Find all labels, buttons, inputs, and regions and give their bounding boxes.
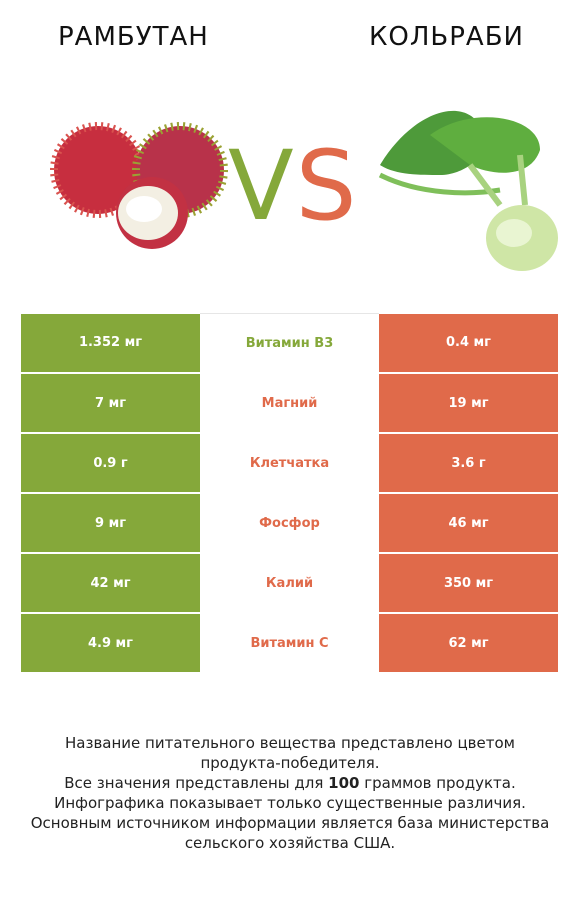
table-row: 42 мг Калий 350 мг: [21, 552, 558, 614]
nutrient-name: Калий: [200, 552, 379, 614]
left-value: 9 мг: [21, 493, 200, 554]
footer-line: Основным источником информации является …: [30, 814, 550, 832]
right-value: 62 мг: [379, 613, 558, 674]
left-product-title: РАМБУТАН: [58, 22, 209, 52]
footer-line: Инфографика показывает только существенн…: [54, 794, 526, 812]
rambutan-image: [50, 122, 228, 249]
footer-line: сельского хозяйства США.: [184, 834, 396, 852]
hero-illustration: [50, 110, 558, 271]
comparison-table: 1.352 мг Витамин B3 0.4 мг 7 мг Магний 19 мг 0…: [21, 313, 558, 674]
nutrient-name: Клетчатка: [200, 432, 379, 494]
kohlrabi-image: [378, 110, 558, 271]
nutrient-name: Магний: [200, 372, 379, 434]
table-row: 9 мг Фосфор 46 мг: [21, 492, 558, 554]
table-row: 7 мг Магний 19 мг: [21, 372, 558, 434]
table-row: 4.9 мг Витамин C 62 мг: [21, 612, 558, 674]
right-value: 19 мг: [379, 373, 558, 434]
versus-label: VS: [228, 130, 359, 242]
footer-notes: Название питательного вещества представл…: [0, 733, 580, 853]
nutrient-name: Фосфор: [200, 492, 379, 554]
nutrient-name: Витамин B3: [200, 313, 379, 374]
footer-line: Все значения представлены для 100 граммо…: [64, 774, 516, 792]
left-value: 7 мг: [21, 373, 200, 434]
table-row: 0.9 г Клетчатка 3.6 г: [21, 432, 558, 494]
left-value: 4.9 мг: [21, 613, 200, 674]
footer-line: Название питательного вещества представл…: [65, 734, 515, 752]
right-value: 3.6 г: [379, 433, 558, 494]
right-value: 46 мг: [379, 493, 558, 554]
left-value: 1.352 мг: [21, 313, 200, 374]
nutrient-name: Витамин C: [200, 612, 379, 674]
right-product-title: КОЛЬРАБИ: [368, 22, 524, 52]
left-value: 0.9 г: [21, 433, 200, 494]
right-value: 0.4 мг: [379, 313, 558, 374]
left-value: 42 мг: [21, 553, 200, 614]
table-row: 1.352 мг Витамин B3 0.4 мг: [21, 313, 558, 374]
footer-line: продукта-победителя.: [200, 754, 380, 772]
right-value: 350 мг: [379, 553, 558, 614]
